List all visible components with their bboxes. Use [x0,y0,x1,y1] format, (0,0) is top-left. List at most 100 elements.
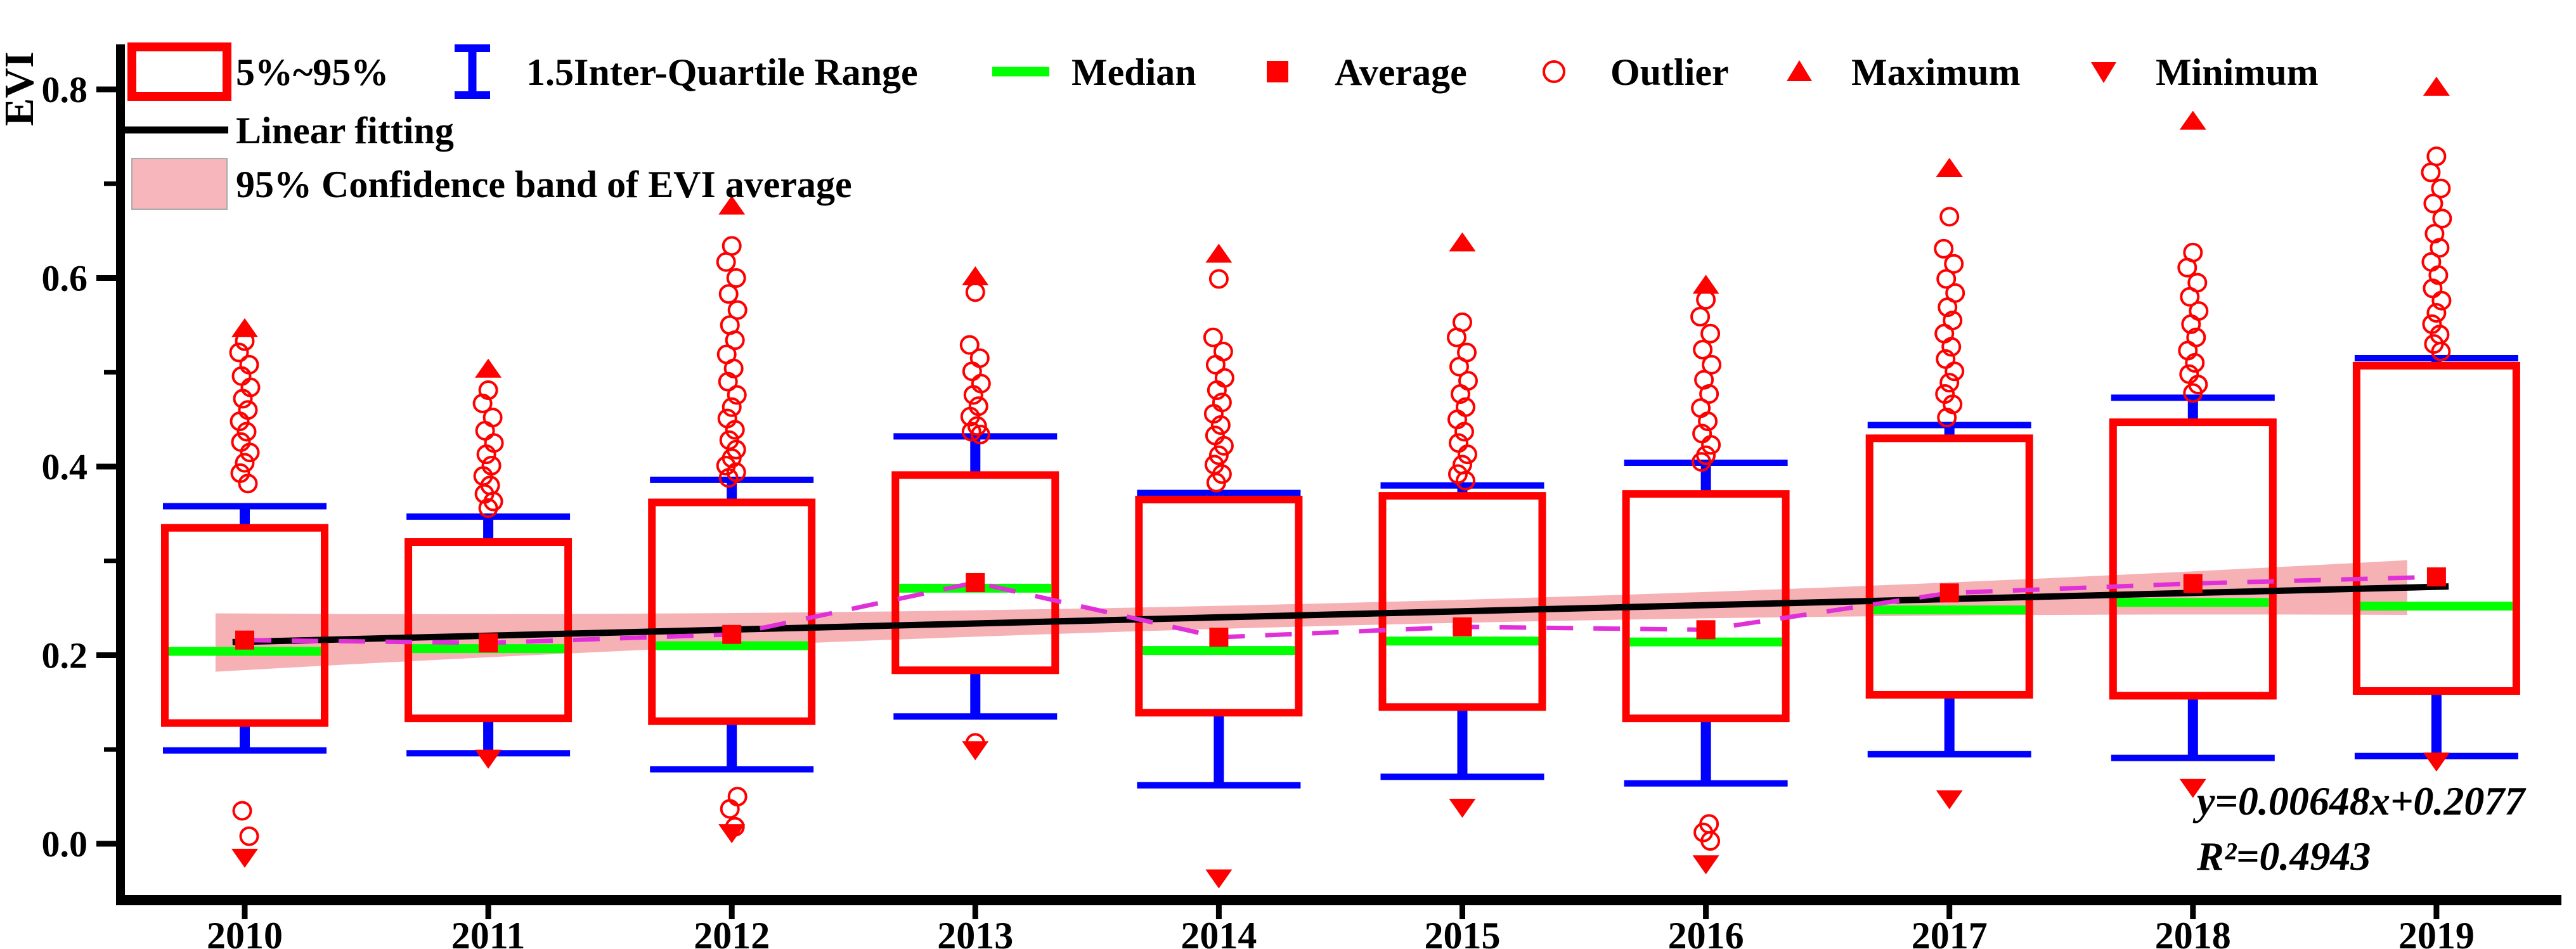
outlier-point [1449,356,1469,377]
outlier-point [2431,290,2452,311]
outlier-point [1454,422,1474,442]
r-squared-text: R²=0.4943 [2196,834,2371,879]
percentile-box [161,524,328,727]
box-group-2016 [1622,274,1790,875]
outlier-point [727,787,748,807]
percentile-box [1135,496,1303,717]
outlier-point [1206,472,1226,493]
average-marker-2016 [1696,620,1716,640]
outlier-point [475,420,495,441]
outlier-point [1936,269,1957,289]
outlier-point [726,268,746,288]
outlier-point [722,236,742,256]
legend-label: 95% Confidence band of EVI average [236,164,852,205]
fit-equation-text: y=0.00648x+0.2077 [2192,778,2527,823]
legend-box-swatch [127,42,231,101]
maximum-marker [2423,77,2450,96]
percentile-box [2109,418,2277,700]
outlier-point [716,456,736,476]
x-tick-label-2013: 2013 [937,915,1013,949]
outlier-point [1938,297,1958,318]
maximum-marker [1936,157,1963,177]
outlier-point [2183,383,2203,403]
outlier-point [959,335,980,355]
outlier-point [963,385,983,405]
outlier-point [718,284,739,304]
outlier-point [965,282,985,302]
legend-band-swatch [131,158,228,210]
average-marker-2014 [1209,628,1229,647]
minimum-marker [231,848,258,868]
percentile-box [891,471,1059,675]
average-marker-2019 [2426,567,2446,587]
y-tick-label: 0.6 [42,258,88,299]
x-tick-label-2019: 2019 [2398,915,2475,949]
outlier-point [478,498,498,518]
minimum-marker [1936,790,1963,810]
percentile-box [1378,492,1546,711]
maximum-marker [231,318,258,337]
outlier-point [725,420,745,440]
outlier-point [231,432,251,452]
average-marker-2017 [1939,583,1959,603]
axes: 0.0 0.2 0.4 0.6 0.8 2010 2011 2012 2013 2014 2015 2… [0,44,2561,949]
outlier-point [1205,354,1226,375]
box-group-2018 [2109,110,2277,798]
minimum-marker [2179,778,2206,798]
maximum-marker [475,358,502,378]
maximum-marker [962,266,989,286]
outlier-point [229,342,249,363]
minimum-marker [475,749,502,769]
outlier-point [1207,380,1227,401]
y-axis-spine [116,44,125,905]
y-tick-label: 0.0 [42,823,88,865]
outlier-point [2423,193,2443,214]
outlier-point [1214,436,1234,456]
percentile-box [2352,361,2520,695]
minimum-marker [1449,798,1476,818]
x-tick-label-2011: 2011 [451,915,526,949]
outlier-point [1937,408,1957,428]
y-axis-title: EVI [0,51,42,126]
outlier-point [722,397,742,417]
linear-fit-line [232,583,2449,645]
outlier-point [718,468,739,488]
box-group-2019 [2352,77,2520,772]
outlier-point [1944,254,1964,274]
outlier-point [1699,384,1719,404]
outlier-point [970,424,990,444]
outlier-point [236,422,257,442]
legend-average-swatch [1267,61,1288,82]
average-marker-2013 [966,572,985,592]
outlier-point [1693,340,1713,360]
outlier-point [727,300,748,320]
outlier-point [2431,342,2451,362]
outlier-point [1941,337,1962,357]
outlier-point [1691,398,1711,418]
outlier-point [720,799,740,819]
outlier-point [1692,452,1712,472]
outlier-point [2431,178,2451,198]
percentile-box [648,498,816,725]
legend-label: Linear fitting [236,110,454,152]
box-group-2017 [1865,157,2033,810]
outlier-point [1700,323,1721,344]
outlier-point [725,330,745,351]
outlier-point [2185,352,2205,373]
outlier-point [1203,327,1223,347]
x-tick-label-2016: 2016 [1668,915,1744,949]
legend-label: Average [1335,51,1467,93]
outlier-point [2426,146,2447,167]
average-connector-line [244,574,2437,645]
outlier-point [239,826,259,846]
percentile-box [1865,434,2033,699]
x-tick-label-2014: 2014 [1181,915,1257,949]
outlier-point [718,371,738,392]
minimum-marker [2423,752,2450,772]
outlier-point [967,416,987,436]
x-tick-label-2015: 2015 [1425,915,1501,949]
percentile-box [405,538,573,723]
outlier-point [1701,435,1721,455]
outlier-point [2432,209,2452,229]
outlier-point [1934,323,1955,344]
